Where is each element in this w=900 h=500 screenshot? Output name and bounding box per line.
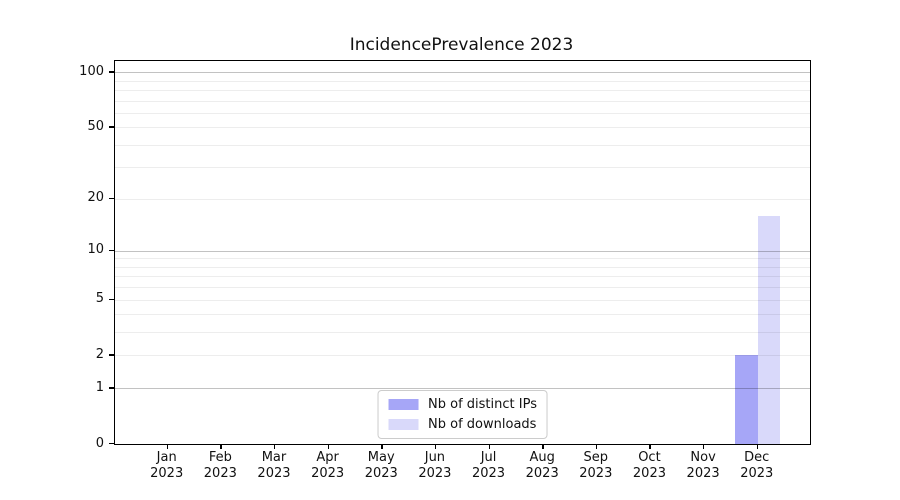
x-tick-mark bbox=[220, 444, 222, 449]
y-tick-label: 20 bbox=[87, 190, 104, 206]
plot-area: Nb of distinct IPs Nb of downloads bbox=[114, 60, 811, 445]
x-tick-mark bbox=[381, 444, 383, 449]
minor-gridline bbox=[115, 276, 810, 278]
minor-gridline bbox=[115, 332, 810, 334]
minor-gridline bbox=[115, 80, 810, 82]
legend: Nb of distinct IPs Nb of downloads bbox=[377, 390, 548, 439]
y-tick-mark bbox=[109, 298, 114, 301]
y-tick-mark bbox=[109, 354, 114, 356]
x-tick-mark bbox=[434, 444, 437, 449]
y-tick-mark bbox=[109, 197, 114, 200]
x-tick-label: Aug 2023 bbox=[525, 450, 559, 481]
major-gridline bbox=[115, 72, 810, 74]
x-tick-mark bbox=[327, 444, 329, 449]
x-tick-label: Jun 2023 bbox=[418, 450, 452, 481]
y-tick-label: 5 bbox=[95, 291, 104, 307]
x-tick-mark bbox=[542, 444, 544, 449]
x-tick-mark bbox=[756, 444, 759, 449]
y-tick-label: 0 bbox=[95, 435, 104, 451]
x-tick-mark bbox=[595, 444, 598, 449]
y-tick-mark bbox=[109, 126, 114, 128]
minor-gridline bbox=[115, 89, 810, 91]
minor-gridline bbox=[115, 100, 810, 102]
x-tick-mark bbox=[166, 444, 169, 449]
minor-gridline bbox=[115, 144, 810, 146]
minor-gridline bbox=[115, 266, 810, 268]
x-tick-label: May 2023 bbox=[364, 450, 398, 481]
minor-gridline bbox=[115, 287, 810, 289]
minor-gridline bbox=[115, 127, 810, 129]
minor-gridline bbox=[115, 258, 810, 260]
y-tick-label: 1 bbox=[95, 379, 104, 395]
legend-item-downloads: Nb of downloads bbox=[388, 417, 537, 432]
x-tick-label: Apr 2023 bbox=[311, 450, 345, 481]
y-tick-mark bbox=[109, 249, 114, 252]
minor-gridline bbox=[115, 167, 810, 169]
y-tick-label: 10 bbox=[87, 242, 104, 258]
x-tick-label: Oct 2023 bbox=[632, 450, 666, 481]
legend-label-distinct-ips: Nb of distinct IPs bbox=[428, 397, 537, 412]
minor-gridline bbox=[115, 355, 810, 357]
x-tick-mark bbox=[703, 444, 705, 449]
x-tick-mark bbox=[273, 444, 276, 449]
y-tick-label: 100 bbox=[79, 63, 104, 79]
major-gridline bbox=[115, 250, 810, 252]
legend-swatch-distinct-ips bbox=[388, 399, 419, 410]
x-tick-mark bbox=[488, 444, 490, 449]
legend-item-distinct-ips: Nb of distinct IPs bbox=[388, 397, 537, 412]
x-tick-label: Jan 2023 bbox=[150, 450, 184, 481]
x-tick-mark bbox=[649, 444, 651, 449]
x-tick-label: Nov 2023 bbox=[686, 450, 720, 481]
x-tick-label: Mar 2023 bbox=[257, 450, 291, 481]
y-tick-label: 50 bbox=[87, 118, 104, 134]
y-tick-mark bbox=[109, 71, 114, 73]
y-tick-mark bbox=[109, 387, 114, 389]
bar-nb-of-downloads bbox=[757, 215, 781, 444]
x-tick-label: Sep 2023 bbox=[579, 450, 613, 481]
y-tick-label: 2 bbox=[95, 346, 104, 362]
x-tick-label: Dec 2023 bbox=[740, 450, 774, 481]
minor-gridline bbox=[115, 112, 810, 114]
x-tick-label: Jul 2023 bbox=[471, 450, 506, 481]
minor-gridline bbox=[115, 198, 810, 200]
legend-swatch-downloads bbox=[388, 419, 419, 430]
x-tick-label: Feb 2023 bbox=[203, 450, 237, 481]
y-tick-mark bbox=[109, 443, 114, 445]
major-gridline bbox=[115, 388, 810, 390]
chart-title: IncidencePrevalence 2023 bbox=[349, 35, 574, 55]
minor-gridline bbox=[115, 314, 810, 316]
minor-gridline bbox=[115, 299, 810, 301]
bar-nb-of-distinct-ips bbox=[735, 355, 758, 444]
legend-label-downloads: Nb of downloads bbox=[428, 417, 537, 432]
